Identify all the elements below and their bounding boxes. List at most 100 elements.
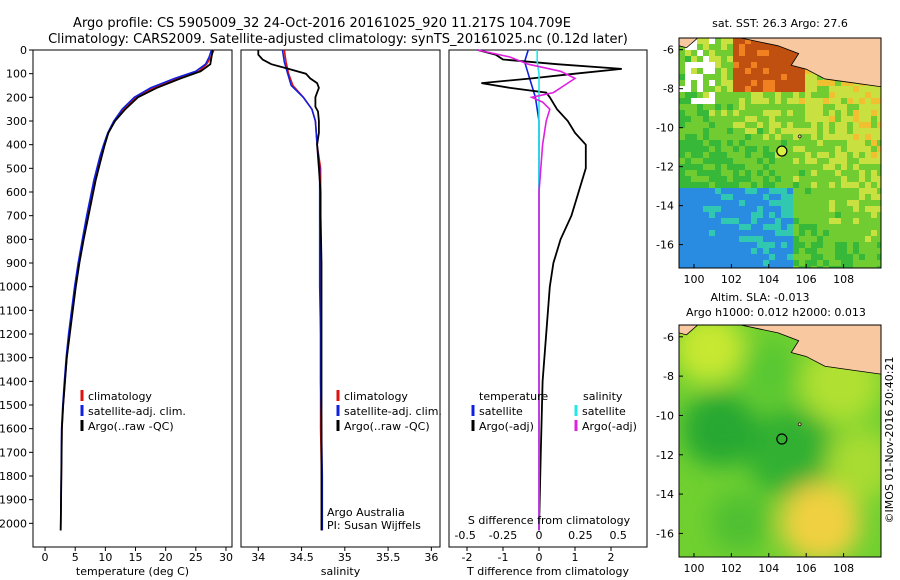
x-tick-label: -2 (462, 551, 473, 564)
y-tick-label: -12 (656, 449, 674, 462)
sla-map: 100 102 104 106 108 -6 -8 -10 -12 -14 -16 Altim. SL… (656, 291, 882, 575)
timestamp-side-label: ©IMOS 01-Nov-2016 20:40:21 (883, 357, 896, 524)
y-tick-label: 100 (6, 68, 27, 81)
y-tick-label: -8 (663, 83, 674, 96)
series-line (523, 49, 540, 531)
y-tick-label: 400 (6, 139, 27, 152)
map-frame (678, 37, 882, 269)
difference-profile-chart: -2 -1 0 1 2T difference from climatology temp… (448, 49, 648, 578)
y-tick-label: -14 (656, 488, 674, 501)
x-tick-label: 36 (424, 551, 438, 564)
header-line1: Argo profile: CS 5905009_32 24-Oct-2016 … (73, 16, 571, 31)
sst-map: 100 102 104 106 108 -6 -8 -10 -12 -14 -16 sat. SST:… (656, 17, 882, 286)
x-tick-label: 5 (72, 551, 79, 564)
legend-entry: temperature (479, 390, 548, 403)
map-subtitle: Argo h1000: 0.012 h2000: 0.013 (686, 306, 866, 319)
legend-entry: Argo(..raw -QC) (344, 420, 430, 433)
map-title: sat. SST: 26.3 Argo: 27.6 (712, 17, 848, 30)
y-tick-label: 700 (6, 210, 27, 223)
y-tick-label: 1600 (0, 423, 27, 436)
annotation-text: Argo Australia (327, 506, 405, 519)
y-tick-label: 1900 (0, 494, 27, 507)
argo-position-marker (776, 145, 788, 157)
legend-entry: satellite (479, 405, 523, 418)
secondary-tick-label: 0.25 (568, 529, 593, 542)
y-tick-label: 2000 (0, 517, 27, 530)
y-tick-label: -8 (663, 370, 674, 383)
x-tick-label: 35.5 (376, 551, 401, 564)
x-tick-label: 15 (129, 551, 143, 564)
x-tick-label: 100 (683, 273, 704, 286)
x-tick-label: 104 (758, 273, 779, 286)
y-tick-label: 500 (6, 162, 27, 175)
y-tick-label: -16 (656, 527, 674, 540)
land-mass (740, 325, 881, 375)
legend-entry: satellite-adj. clim. (88, 405, 186, 418)
x-tick-label: 102 (721, 562, 742, 575)
x-tick-label: 0 (42, 551, 49, 564)
legend-entry: salinity (583, 390, 623, 403)
y-tick-label: 1200 (0, 328, 27, 341)
temperature-profile-chart: 0 5 10 15 20 25 30 temperature (deg C) 0 100 200 30… (0, 44, 233, 578)
y-tick-label: -14 (656, 200, 674, 213)
annotation-text: PI: Susan Wijffels (327, 519, 421, 532)
land-mass (679, 38, 699, 49)
y-tick-label: 600 (6, 186, 27, 199)
land-mass (740, 38, 881, 88)
y-tick-label: 1000 (0, 281, 27, 294)
x-tick-label: 34 (251, 551, 265, 564)
x-axis-label: T difference from climatology (466, 565, 629, 578)
x-tick-label: 108 (833, 273, 854, 286)
series-line (477, 49, 622, 531)
legend-entry: Argo(..raw -QC) (88, 420, 174, 433)
x-tick-label: 1 (572, 551, 579, 564)
series-line (477, 49, 577, 531)
y-tick-label: 1300 (0, 352, 27, 365)
series-line (281, 49, 324, 531)
y-tick-label: 200 (6, 91, 27, 104)
header-line2: Climatology: CARS2009. Satellite-adjuste… (48, 32, 628, 47)
x-tick-label: 106 (796, 562, 817, 575)
y-tick-label: 800 (6, 233, 27, 246)
x-tick-label: 34.5 (289, 551, 314, 564)
y-tick-label: 0 (20, 44, 27, 57)
y-tick-label: 1700 (0, 446, 27, 459)
legend-entry: climatology (344, 390, 408, 403)
y-tick-label: -12 (656, 161, 674, 174)
x-tick-label: 2 (608, 551, 615, 564)
series-line (257, 50, 323, 531)
secondary-tick-label: 0.5 (609, 529, 627, 542)
legend-entry: Argo(-adj) (479, 420, 534, 433)
map-field (679, 325, 881, 557)
secondary-tick-label: 0 (536, 529, 543, 542)
y-tick-label: 900 (6, 257, 27, 270)
series-line (59, 49, 214, 531)
map-frame (678, 324, 882, 558)
y-tick-label: -10 (656, 122, 674, 135)
y-tick-label: -16 (656, 239, 674, 252)
x-tick-label: 106 (796, 273, 817, 286)
legend-entry: Argo(-adj) (582, 420, 637, 433)
legend-entry: climatology (88, 390, 152, 403)
secondary-tick-label: -0.5 (454, 529, 475, 542)
secondary-axis-label: S difference from climatology (468, 514, 631, 527)
y-tick-label: 1500 (0, 399, 27, 412)
island (797, 134, 802, 139)
legend-entry: satellite (582, 405, 626, 418)
y-tick-label: 1100 (0, 304, 27, 317)
y-tick-label: -6 (663, 44, 674, 57)
argo-position-marker (776, 433, 788, 445)
x-axis-label: temperature (deg C) (76, 565, 189, 578)
map-title: Altim. SLA: -0.013 (710, 291, 809, 304)
x-tick-label: 102 (721, 273, 742, 286)
land-mass (679, 325, 699, 336)
y-tick-label: -10 (656, 409, 674, 422)
x-tick-label: 20 (159, 551, 173, 564)
x-tick-label: 10 (98, 551, 112, 564)
legend-entry: satellite-adj. clim. (344, 405, 442, 418)
x-axis-label: salinity (321, 565, 361, 578)
y-tick-label: 300 (6, 115, 27, 128)
x-tick-label: 30 (219, 551, 233, 564)
salinity-profile-chart: 34 34.5 35 35.5 36 salinity climatology satelli… (240, 49, 442, 578)
